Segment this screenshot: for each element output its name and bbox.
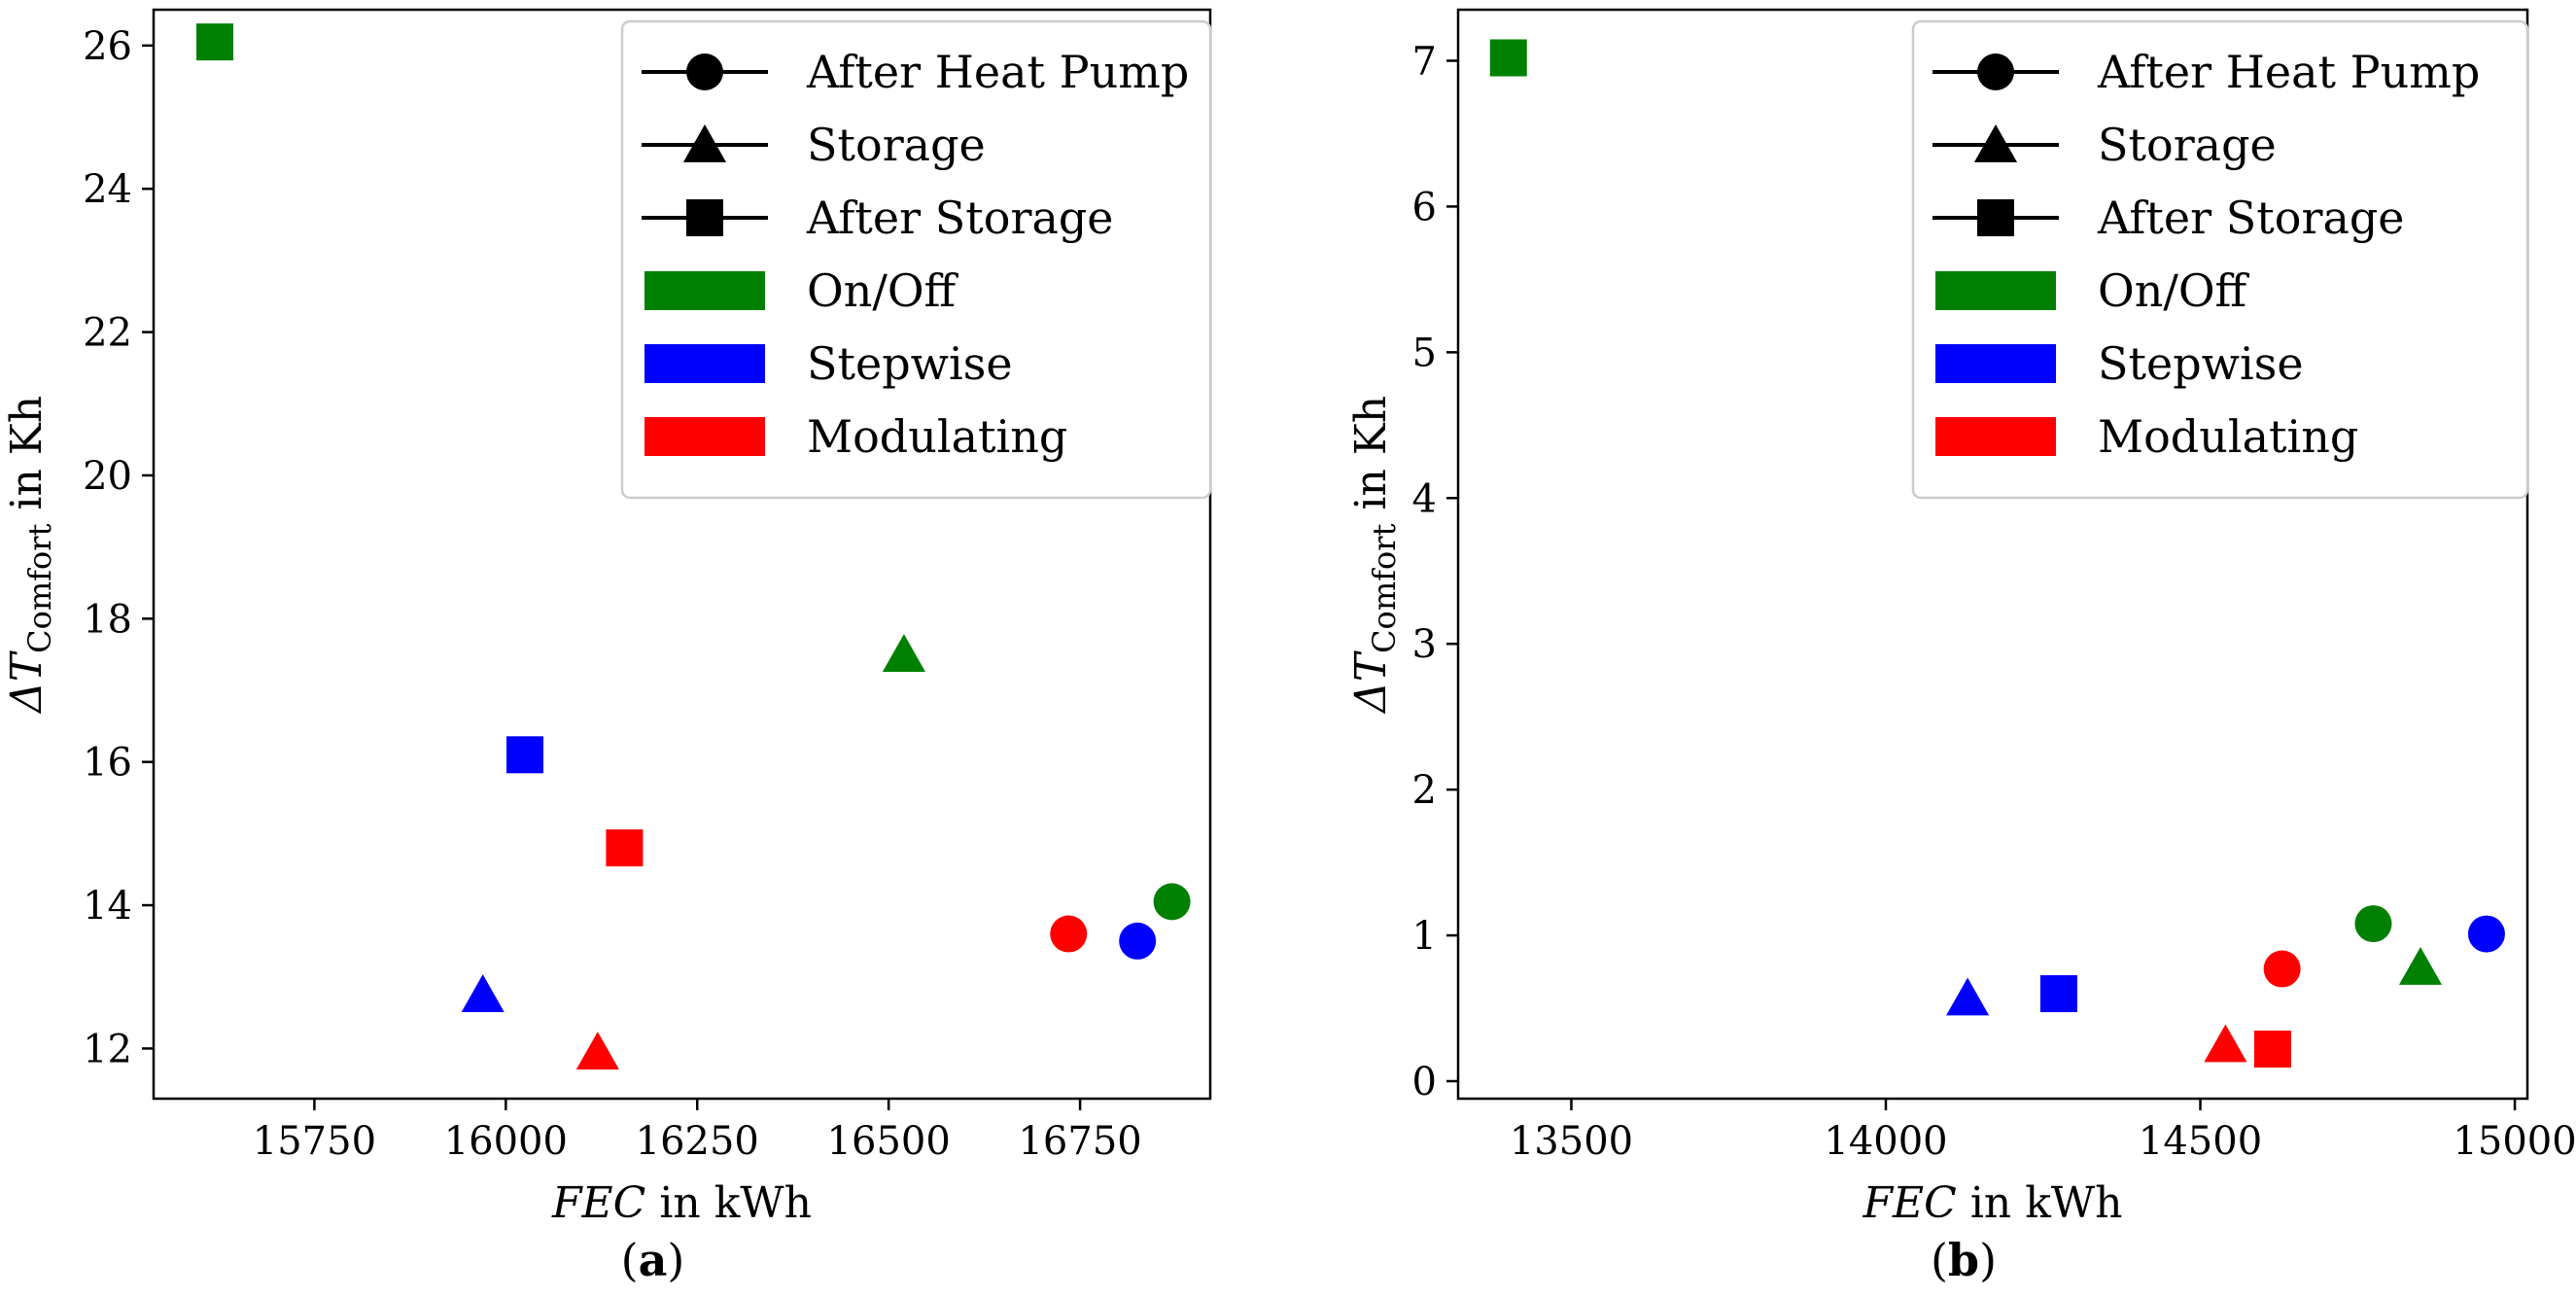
panel-label-close: ) bbox=[1979, 1234, 1997, 1286]
panel-label-letter: a bbox=[639, 1234, 668, 1286]
legend-label: Storage bbox=[807, 119, 986, 171]
x-tick-label: 13500 bbox=[1510, 1119, 1633, 1164]
y-tick-label: 16 bbox=[83, 741, 132, 786]
legend-frame bbox=[620, 19, 1212, 500]
x-tick-label: 16750 bbox=[1018, 1119, 1141, 1164]
data-point-modulating-storage bbox=[575, 1032, 619, 1069]
data-point-stepwise-storage bbox=[461, 974, 505, 1013]
y-axis-subscript: Comfort bbox=[21, 523, 58, 653]
x-axis-unit: in kWh bbox=[1957, 1178, 2123, 1228]
y-axis-label: ΔTComfort in Kh bbox=[2, 396, 58, 715]
legend-label: On/Off bbox=[807, 264, 959, 317]
legend: After Heat Pump Storage After Storage On/Of… bbox=[620, 19, 1212, 500]
legend-label: Modulating bbox=[807, 410, 1067, 463]
panel-label-open: ( bbox=[1931, 1234, 1948, 1286]
legend-square-icon bbox=[686, 199, 723, 236]
legend-label: After Storage bbox=[806, 192, 1114, 244]
legend-color-swatch bbox=[644, 344, 765, 383]
y-tick-label: 2 bbox=[1412, 768, 1437, 813]
x-axis-variable: FEC bbox=[551, 1178, 645, 1228]
legend-label: Stepwise bbox=[2098, 337, 2304, 390]
plot-frame bbox=[152, 8, 1212, 1101]
x-axis-label: FEC in kWh bbox=[551, 1178, 812, 1228]
legend-label: Storage bbox=[2098, 119, 2277, 171]
x-axis-variable: FEC bbox=[1862, 1178, 1957, 1228]
x-axis-label: FEC in kWh bbox=[1862, 1178, 2123, 1228]
panel-label-close: ) bbox=[667, 1234, 684, 1286]
legend-color-swatch bbox=[1935, 417, 2056, 456]
y-tick-label: 20 bbox=[83, 454, 132, 499]
legend-label: After Heat Pump bbox=[806, 46, 1189, 98]
legend-label: Modulating bbox=[2098, 410, 2358, 463]
y-tick-label: 0 bbox=[1412, 1060, 1437, 1104]
panel-label-letter: b bbox=[1948, 1234, 1979, 1286]
y-tick-label: 6 bbox=[1412, 185, 1437, 229]
legend-square-icon bbox=[1977, 199, 2014, 236]
data-point-modulating-after-storage bbox=[606, 829, 644, 867]
y-tick-label: 14 bbox=[83, 884, 132, 929]
legend-label: After Heat Pump bbox=[2097, 46, 2480, 98]
legend-color-swatch bbox=[644, 271, 765, 310]
panel-a: 15750 16000 16250 16500 16750 12 14 16 18 20 22 24 2… bbox=[2, 8, 1212, 1286]
data-point-stepwise-storage bbox=[1946, 977, 1990, 1016]
data-point-modulating-after-heat-pump bbox=[2263, 950, 2301, 988]
panel-label-open: ( bbox=[621, 1234, 639, 1286]
y-tick-label: 1 bbox=[1412, 914, 1437, 959]
legend-color-swatch bbox=[1935, 271, 2056, 310]
legend-color-swatch bbox=[644, 417, 765, 456]
y-tick-label: 26 bbox=[83, 24, 132, 69]
x-tick-label: 16500 bbox=[827, 1119, 951, 1164]
y-tick-label: 3 bbox=[1412, 622, 1437, 667]
legend-triangle-icon bbox=[1973, 124, 2018, 162]
data-point-on-off-after-heat-pump bbox=[1153, 883, 1191, 921]
legend-label: Stepwise bbox=[807, 337, 1013, 390]
data-point-stepwise-after-heat-pump bbox=[2467, 915, 2505, 953]
x-tick-label: 14500 bbox=[2139, 1119, 2262, 1164]
data-point-stepwise-after-storage bbox=[506, 736, 544, 774]
data-point-modulating-after-storage bbox=[2253, 1031, 2291, 1069]
y-tick-label: 5 bbox=[1412, 331, 1437, 375]
plot-frame bbox=[1456, 8, 2529, 1101]
legend-triangle-icon bbox=[682, 124, 727, 162]
y-axis-variable: ΔT bbox=[1346, 649, 1396, 715]
legend-label: After Storage bbox=[2097, 192, 2405, 244]
x-tick-label: 16000 bbox=[444, 1119, 568, 1164]
x-tick-label: 14000 bbox=[1824, 1119, 1947, 1164]
y-axis-label: ΔTComfort in Kh bbox=[1346, 396, 1403, 715]
y-axis-unit: in Kh bbox=[1346, 396, 1396, 524]
y-tick-label: 7 bbox=[1412, 39, 1437, 84]
panel-label: (a) bbox=[621, 1234, 685, 1286]
data-point-on-off-after-storage bbox=[196, 23, 234, 61]
data-point-on-off-after-heat-pump bbox=[2354, 905, 2392, 943]
data-point-stepwise-after-storage bbox=[2039, 975, 2077, 1013]
legend-color-swatch bbox=[1935, 344, 2056, 383]
y-tick-label: 12 bbox=[83, 1027, 132, 1071]
data-point-on-off-after-storage bbox=[1489, 39, 1527, 77]
data-point-modulating-storage bbox=[2204, 1024, 2247, 1063]
data-point-on-off-storage bbox=[2398, 947, 2443, 985]
x-axis-unit: in kWh bbox=[645, 1178, 812, 1228]
x-tick-label: 15000 bbox=[2453, 1119, 2576, 1164]
x-tick-label: 16250 bbox=[636, 1119, 759, 1164]
legend-label: On/Off bbox=[2098, 264, 2250, 317]
y-tick-label: 22 bbox=[83, 311, 132, 356]
legend-circle-icon bbox=[1977, 53, 2014, 90]
panel-b: 13500 14000 14500 15000 0 1 2 3 4 5 6 7 FEC in kWh ΔT… bbox=[1346, 8, 2576, 1286]
y-tick-label: 18 bbox=[83, 597, 132, 642]
legend-frame bbox=[1911, 19, 2529, 500]
panel-label: (b) bbox=[1931, 1234, 1997, 1286]
legend-circle-icon bbox=[686, 53, 723, 90]
legend: After Heat Pump Storage After Storage On/Of… bbox=[1911, 19, 2529, 500]
data-point-stepwise-after-heat-pump bbox=[1119, 922, 1157, 960]
y-axis-variable: ΔT bbox=[2, 649, 52, 715]
y-tick-label: 24 bbox=[83, 167, 132, 212]
y-axis-unit: in Kh bbox=[2, 396, 52, 524]
data-point-modulating-after-heat-pump bbox=[1050, 915, 1088, 953]
y-tick-label: 4 bbox=[1412, 476, 1437, 521]
data-point-on-off-storage bbox=[882, 634, 925, 673]
y-axis-subscript: Comfort bbox=[1366, 523, 1403, 653]
x-tick-label: 15750 bbox=[253, 1119, 376, 1164]
